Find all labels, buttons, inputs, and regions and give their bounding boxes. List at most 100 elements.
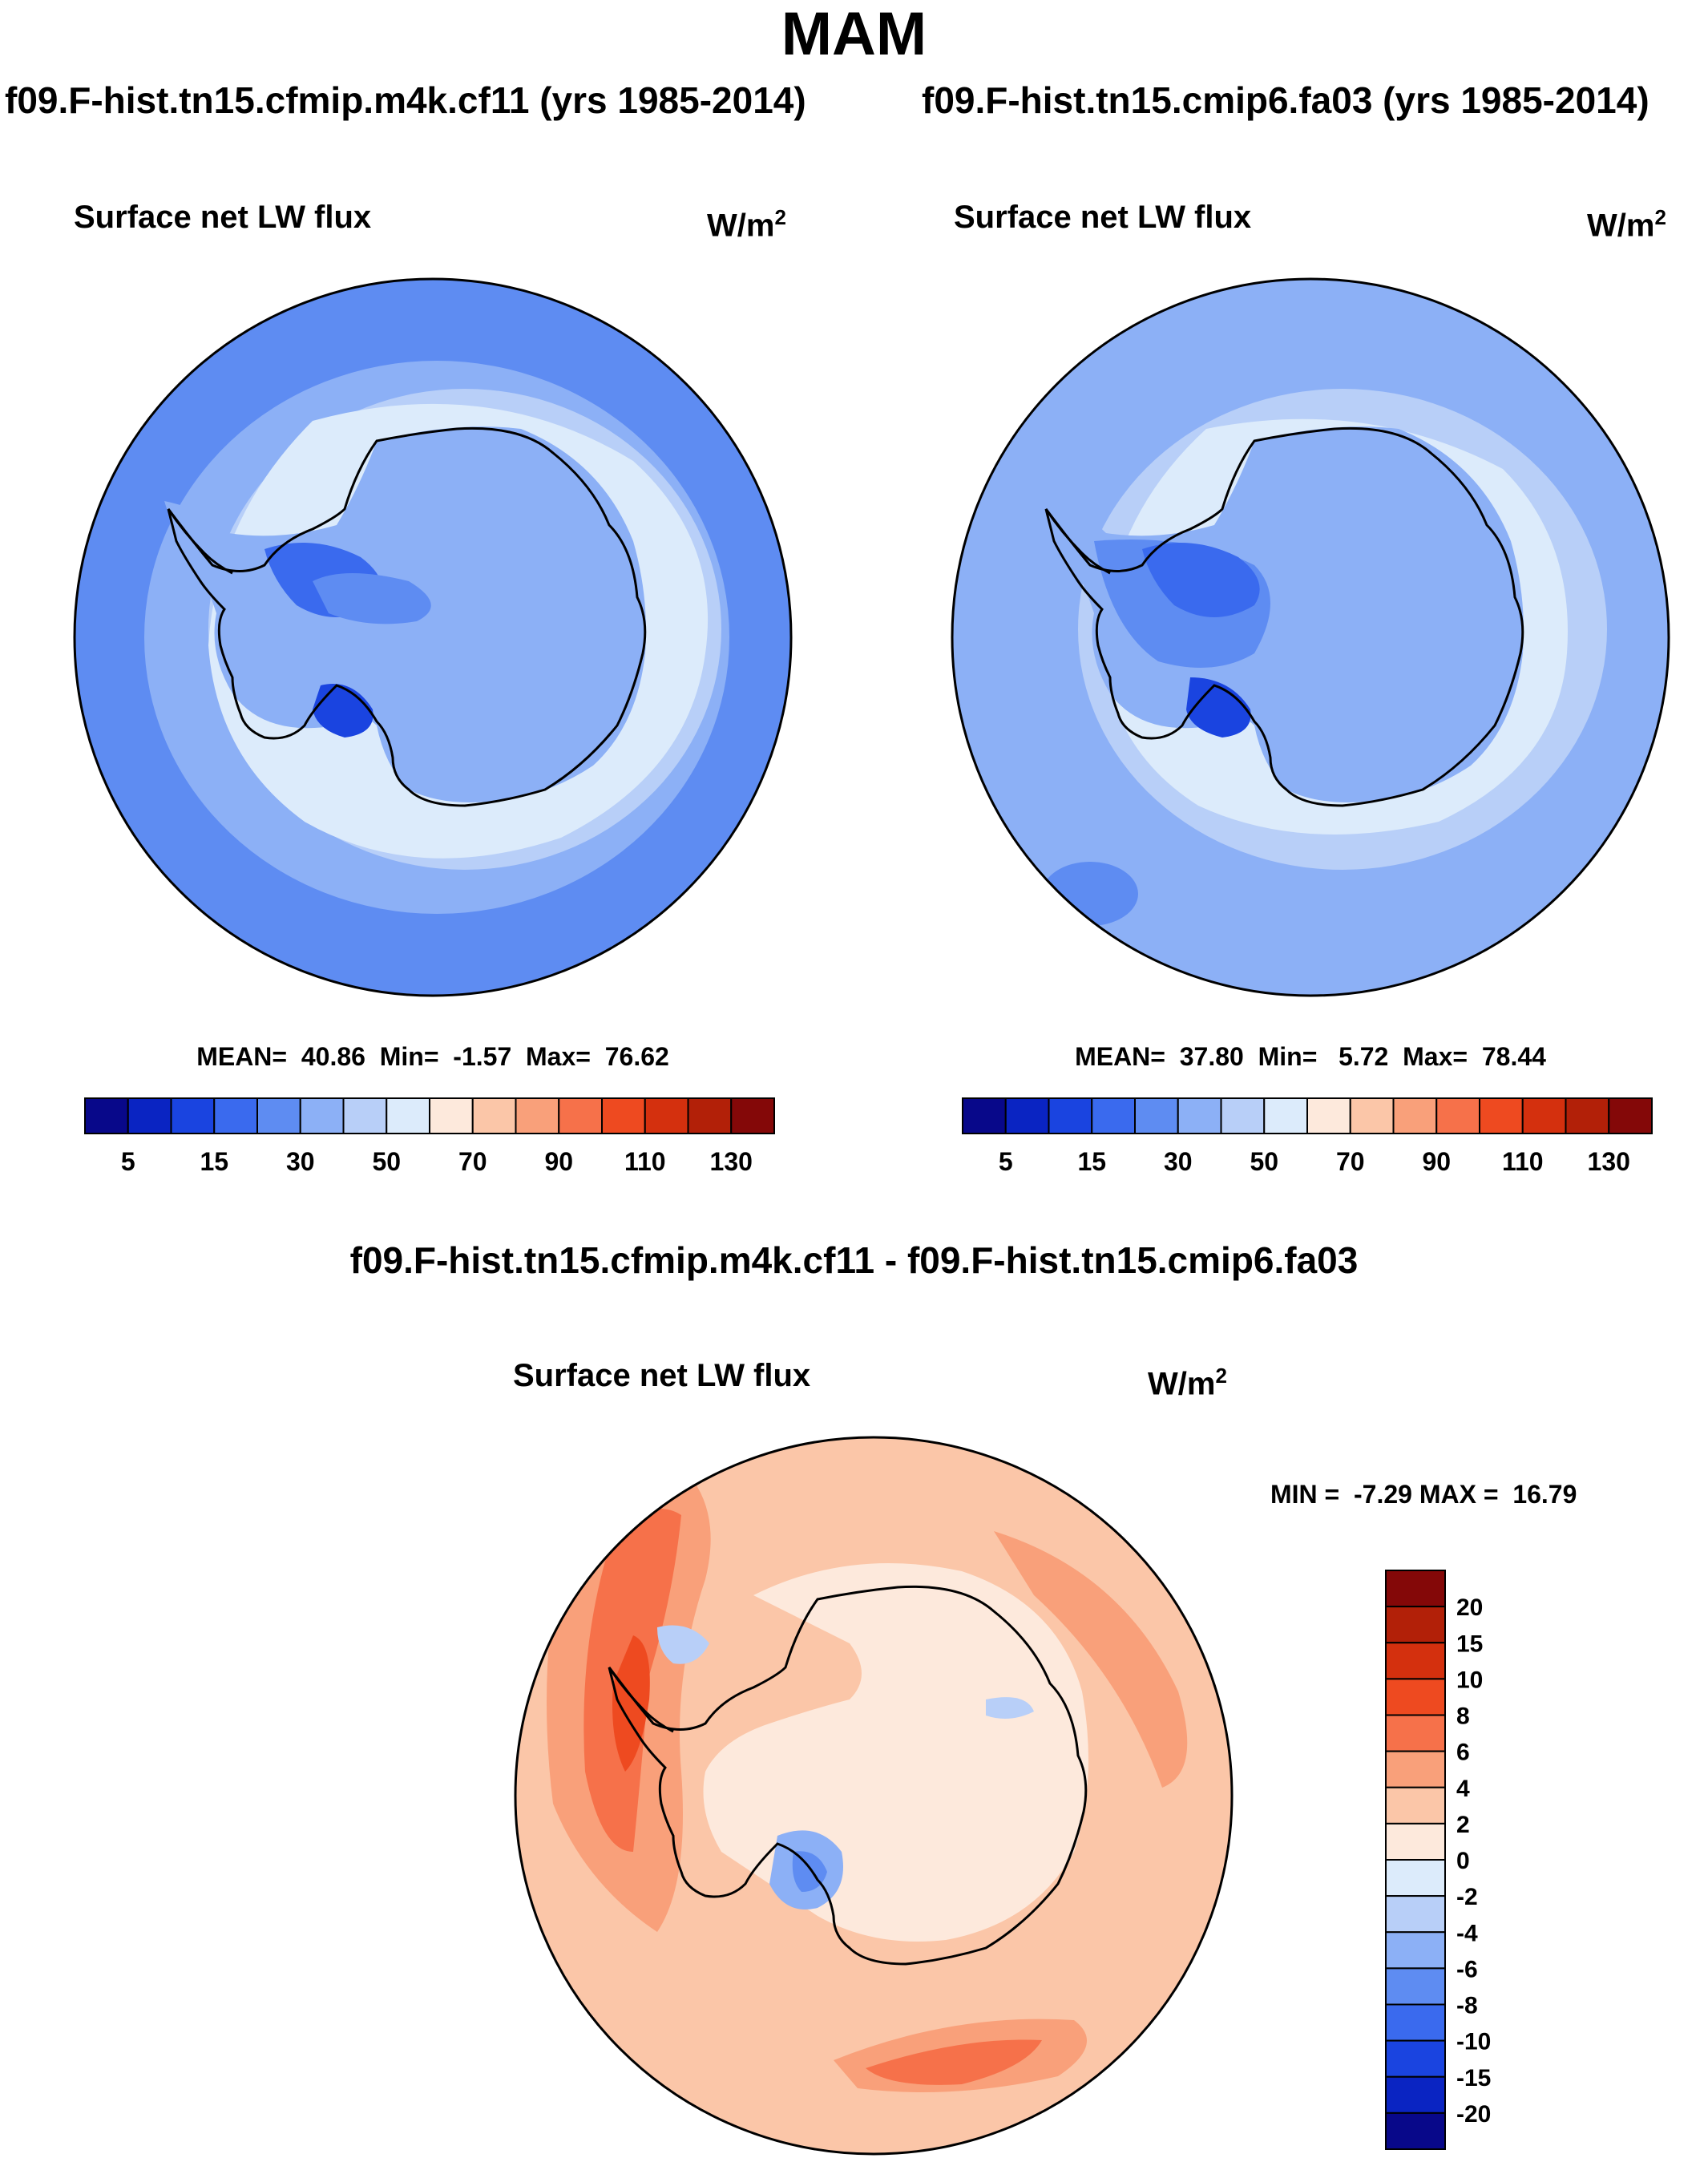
right-min-value: 5.72 (1339, 1042, 1389, 1071)
right-colorbar-label: 130 (1588, 1147, 1630, 1176)
diff-units-base: W/m (1148, 1366, 1216, 1402)
right-max-value: 78.44 (1481, 1042, 1546, 1071)
diff-case-title: f09.F-hist.tn15.cfmip.m4k.cf11 - f09.F-h… (349, 1239, 1359, 1281)
diff-colorbar-label: -2 (1456, 1884, 1478, 1910)
right-colorbar-swatch (1479, 1097, 1524, 1134)
diff-colorbar-swatch (1385, 1931, 1446, 1970)
left-colorbar-swatch (429, 1097, 474, 1134)
left-units-base: W/m (707, 208, 775, 244)
diff-units-label: W/m2 (1148, 1356, 1227, 1403)
right-low-flux-ross (1142, 543, 1260, 617)
left-polar-map (73, 277, 793, 997)
left-variable-label: Surface net LW flux (74, 200, 372, 235)
diff-colorbar-swatch (1385, 1822, 1446, 1861)
right-colorbar: 5 15 30 50 70 90 110 130 (962, 1097, 1653, 1176)
diff-colorbar-label: -20 (1456, 2101, 1491, 2128)
diff-colorbar-label: -6 (1456, 1956, 1478, 1982)
right-polar-map (951, 277, 1670, 997)
left-case-title: f09.F-hist.tn15.cfmip.m4k.cf11 (yrs 1985… (5, 79, 806, 121)
left-colorbar-swatch (299, 1097, 345, 1134)
diff-neg-ross (657, 1625, 709, 1664)
diff-colorbar-swatch (1385, 1859, 1446, 1897)
right-colorbar-swatch (1004, 1097, 1050, 1134)
left-colorbar-label: 70 (458, 1147, 487, 1176)
left-units-exponent: 2 (774, 205, 786, 229)
right-colorbar-label: 50 (1250, 1147, 1278, 1176)
left-colorbar-swatch (170, 1097, 216, 1134)
left-colorbar-swatch (386, 1097, 430, 1134)
right-colorbar-swatch (1349, 1097, 1395, 1134)
left-units-label: W/m2 (707, 198, 786, 244)
diff-colorbar-swatches (1385, 1570, 1446, 2150)
diff-colorbar-label: 0 (1456, 1848, 1470, 1874)
left-stats: MEAN= 40.86 Min= -1.57 Max= 76.62 (72, 1041, 793, 1073)
diff-max-label: MAX = (1419, 1480, 1499, 1509)
right-mean-label: MEAN= (1075, 1042, 1165, 1071)
diff-colorbar-label: -10 (1456, 2029, 1491, 2055)
right-colorbar-swatch (1435, 1097, 1480, 1134)
right-low-flux-weddell (1186, 677, 1251, 738)
left-colorbar-swatch (601, 1097, 646, 1134)
diff-min-value: -7.29 (1354, 1480, 1412, 1509)
left-colorbar-label: 15 (200, 1147, 228, 1176)
left-min-label: Min= (379, 1042, 439, 1071)
left-min-value: -1.57 (453, 1042, 512, 1071)
diff-pos-band-east (994, 1531, 1188, 1788)
diff-colorbar-swatch (1385, 2075, 1446, 2114)
right-colorbar-label: 70 (1336, 1147, 1365, 1176)
right-colorbar-swatch (1091, 1097, 1136, 1134)
right-colorbar-swatch (1177, 1097, 1222, 1134)
left-colorbar-label: 90 (544, 1147, 573, 1176)
diff-colorbar-swatch (1385, 1750, 1446, 1788)
left-colorbar-swatch (84, 1097, 129, 1134)
left-map-border (73, 277, 793, 997)
diff-colorbar-swatch (1385, 1570, 1446, 1608)
left-colorbar-swatch (127, 1097, 172, 1134)
left-mean-label: MEAN= (196, 1042, 288, 1071)
right-colorbar-label: 5 (999, 1147, 1013, 1176)
right-mean-value: 37.80 (1179, 1042, 1244, 1071)
right-colorbar-label: 110 (1502, 1147, 1544, 1176)
diff-colorbar-label: -4 (1456, 1920, 1478, 1946)
left-colorbar-swatches (84, 1097, 775, 1134)
diff-colorbar-swatch (1385, 1642, 1446, 1680)
right-peninsula (1044, 508, 1111, 575)
left-low-flux-interior (313, 573, 431, 624)
right-colorbar-swatch (1565, 1097, 1610, 1134)
right-units-base: W/m (1587, 208, 1655, 244)
diff-colorbar-label: 6 (1456, 1740, 1470, 1766)
diff-colorbar-label: 8 (1456, 1703, 1470, 1730)
diff-colorbar-swatch (1385, 1678, 1446, 1716)
right-max-label: Max= (1403, 1042, 1468, 1071)
right-colorbar-label: 90 (1422, 1147, 1451, 1176)
diff-colorbar-label: -8 (1456, 1993, 1478, 2019)
right-variable-label: Surface net LW flux (954, 200, 1252, 235)
right-case-title: f09.F-hist.tn15.cmip6.fa03 (yrs 1985-201… (922, 79, 1649, 121)
right-colorbar-swatch (1134, 1097, 1179, 1134)
right-colorbar-swatch (1220, 1097, 1266, 1134)
diff-units-exponent: 2 (1215, 1364, 1227, 1388)
diff-max-value: 16.79 (1512, 1480, 1577, 1509)
diff-stats: MIN = -7.29 MAX = 16.79 (1270, 1478, 1577, 1510)
diff-colorbar-swatch (1385, 2112, 1446, 2150)
right-colorbar-swatch (1306, 1097, 1351, 1134)
right-colorbar-labels: 5 15 30 50 70 90 110 130 (999, 1147, 1630, 1176)
right-colorbar-swatches (962, 1097, 1653, 1134)
left-colorbar-swatch (687, 1097, 733, 1134)
left-colorbar-swatch (342, 1097, 388, 1134)
diff-colorbar-swatch (1385, 2039, 1446, 2078)
diff-peninsula (608, 1667, 674, 1733)
left-colorbar-swatch (730, 1097, 775, 1134)
left-colorbar-swatch (558, 1097, 603, 1134)
left-colorbar-label: 110 (624, 1147, 666, 1176)
diff-colorbar-swatch (1385, 1786, 1446, 1825)
diff-colorbar-swatch (1385, 1895, 1446, 1934)
right-min-label: Min= (1258, 1042, 1318, 1071)
right-colorbar-swatch (1392, 1097, 1438, 1134)
left-colorbar-swatch (644, 1097, 689, 1134)
diff-neg-amery (986, 1697, 1034, 1719)
right-colorbar-swatch (962, 1097, 1007, 1134)
right-colorbar-swatch (1608, 1097, 1653, 1134)
